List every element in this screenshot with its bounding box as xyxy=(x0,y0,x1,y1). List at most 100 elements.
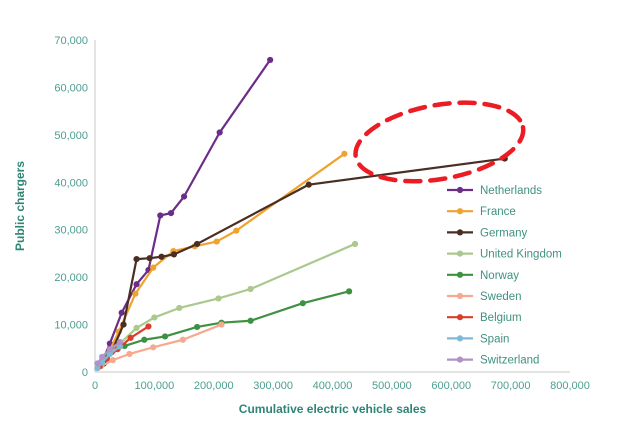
data-point xyxy=(194,240,201,248)
legend-item-germany: Germany xyxy=(447,227,528,239)
data-point xyxy=(233,227,240,234)
y-tick-label: 40,000 xyxy=(54,177,88,189)
data-point xyxy=(133,324,140,331)
data-point xyxy=(247,285,254,293)
data-point xyxy=(120,321,127,328)
series-line xyxy=(96,341,122,365)
data-point xyxy=(106,346,113,353)
data-point xyxy=(158,253,165,260)
legend-dot xyxy=(456,271,464,278)
data-point xyxy=(109,357,116,364)
data-point xyxy=(150,344,157,351)
legend-label: United Kingdom xyxy=(480,249,562,261)
data-point xyxy=(99,359,106,366)
x-tick-label: 0 xyxy=(92,380,98,392)
legend-label: France xyxy=(480,206,516,218)
x-axis-title: Cumulative electric vehicle sales xyxy=(239,402,427,416)
data-point xyxy=(216,129,223,136)
y-axis-title: Public chargers xyxy=(13,161,27,251)
y-tick-label: 70,000 xyxy=(54,35,88,47)
legend-label: Germany xyxy=(480,227,528,239)
annotation-ellipse xyxy=(353,100,526,184)
data-point xyxy=(106,350,113,358)
y-tick-label: 20,000 xyxy=(54,272,88,284)
legend-label: Belgium xyxy=(480,312,522,324)
x-tick-label: 500,000 xyxy=(372,380,412,392)
y-tick-label: 60,000 xyxy=(54,82,88,94)
legend-dot xyxy=(456,292,464,300)
x-tick-label: 700,000 xyxy=(491,380,531,392)
data-point xyxy=(99,353,106,360)
data-point xyxy=(146,255,153,262)
data-point xyxy=(133,256,140,263)
data-point xyxy=(167,210,175,217)
legend-dot xyxy=(456,208,464,215)
data-point xyxy=(116,339,124,346)
data-point xyxy=(213,238,220,245)
x-tick-label: 400,000 xyxy=(313,380,353,392)
y-tick-label: 0 xyxy=(82,367,88,379)
legend-item-switzerland: Switzerland xyxy=(447,355,539,367)
y-tick-label: 30,000 xyxy=(54,225,88,237)
data-point xyxy=(247,317,254,324)
data-point xyxy=(218,321,225,328)
legend-item-spain: Spain xyxy=(447,333,509,345)
data-point xyxy=(94,365,101,372)
data-point xyxy=(346,288,353,295)
x-tick-label: 800,000 xyxy=(550,380,590,392)
data-point xyxy=(161,333,169,340)
legend-item-sweden: Sweden xyxy=(447,291,522,303)
data-point xyxy=(116,343,124,350)
series-switzerland xyxy=(94,339,124,367)
y-tick-label: 50,000 xyxy=(54,130,88,142)
data-point xyxy=(180,193,188,200)
legend-dot xyxy=(456,335,464,342)
x-tick-label: 600,000 xyxy=(431,380,471,392)
series-line xyxy=(99,58,272,366)
data-point xyxy=(133,281,140,288)
y-tick-label: 10,000 xyxy=(54,320,88,332)
data-point xyxy=(126,350,133,358)
data-point xyxy=(127,334,134,341)
legend-label: Switzerland xyxy=(480,355,539,367)
legend-label: Spain xyxy=(480,333,509,345)
legend-item-norway: Norway xyxy=(447,270,519,282)
legend-label: Sweden xyxy=(480,291,522,303)
data-point xyxy=(150,264,157,271)
data-point xyxy=(94,360,101,367)
data-point xyxy=(170,251,178,258)
data-point xyxy=(299,300,306,307)
data-point xyxy=(118,309,125,316)
legend-item-united-kingdom: United Kingdom xyxy=(447,249,562,261)
legend-dot xyxy=(456,314,464,321)
legend-label: Norway xyxy=(480,270,519,282)
data-point xyxy=(141,336,148,343)
legend-item-belgium: Belgium xyxy=(447,312,522,324)
data-point xyxy=(157,212,164,219)
data-point xyxy=(215,295,222,302)
legend-dot xyxy=(456,356,464,363)
data-point xyxy=(351,240,359,248)
series-line xyxy=(102,157,506,365)
series-norway xyxy=(103,288,353,359)
series-sweden xyxy=(97,321,225,370)
legend-item-netherlands: Netherlands xyxy=(447,185,542,197)
x-tick-label: 100,000 xyxy=(134,380,174,392)
data-point xyxy=(151,314,158,321)
legend-item-france: France xyxy=(447,206,516,218)
data-point xyxy=(341,150,348,157)
data-point xyxy=(179,336,186,343)
data-point xyxy=(267,56,274,64)
data-point xyxy=(176,304,183,312)
x-tick-label: 200,000 xyxy=(194,380,234,392)
legend-dot xyxy=(456,250,464,257)
data-point xyxy=(145,323,152,330)
data-point xyxy=(132,290,139,297)
data-point xyxy=(194,323,201,331)
legend-dot xyxy=(456,229,464,236)
legend-label: Netherlands xyxy=(480,185,542,197)
x-tick-label: 300,000 xyxy=(253,380,293,392)
data-point xyxy=(305,181,312,188)
